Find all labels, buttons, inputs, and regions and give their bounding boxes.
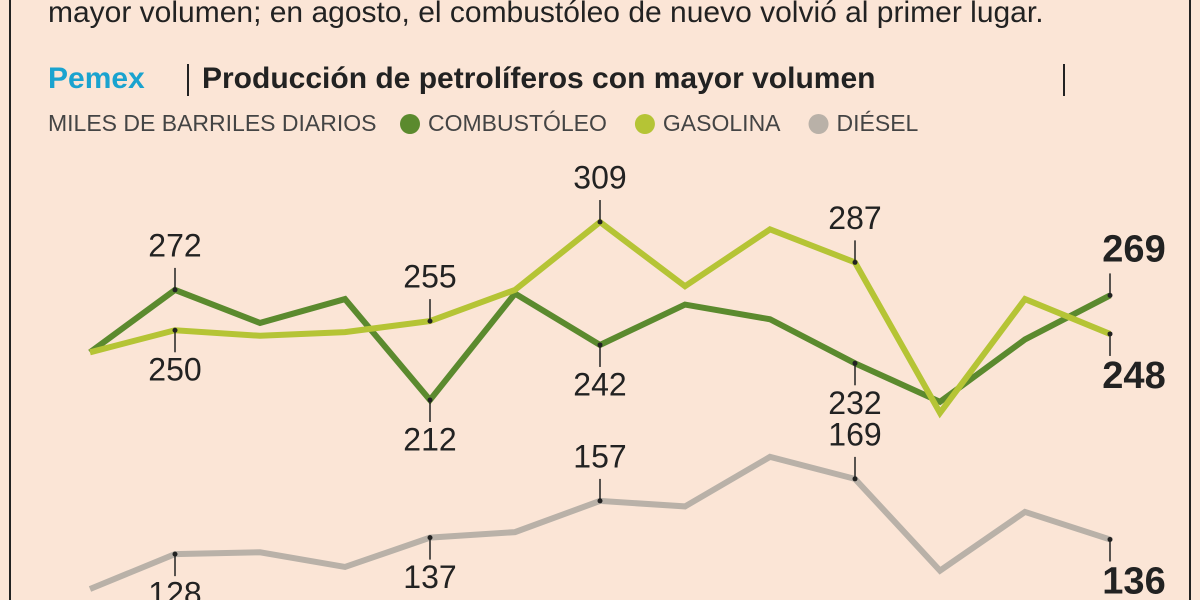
source: Pemex xyxy=(48,62,145,95)
legend-marker xyxy=(634,114,655,134)
value-label: 242 xyxy=(573,366,626,402)
legend-marker xyxy=(808,114,829,134)
point-dot xyxy=(852,259,858,265)
value-label: 250 xyxy=(148,352,201,388)
value-label: 287 xyxy=(828,200,881,236)
end-value-label: 248 xyxy=(1102,355,1165,397)
intro-text: mayor volumen; en agosto, el combustóleo… xyxy=(48,0,1044,29)
point-dot xyxy=(597,498,603,504)
point-dot xyxy=(427,318,433,324)
point-dot xyxy=(172,287,178,293)
value-label: 309 xyxy=(573,159,626,195)
end-value-label: 269 xyxy=(1102,228,1165,270)
point-dot xyxy=(852,360,858,366)
point-dot xyxy=(1107,292,1113,298)
value-label: 169 xyxy=(828,416,881,452)
value-label: 232 xyxy=(828,385,881,421)
point-dot xyxy=(597,219,603,225)
point-dot xyxy=(1107,331,1113,337)
point-dot xyxy=(597,342,603,348)
legend-label: GASOLINA xyxy=(663,110,781,136)
point-dot xyxy=(852,476,858,482)
value-label: 272 xyxy=(148,227,201,263)
point-dot xyxy=(1107,536,1113,542)
legend-label: COMBUSTÓLEO xyxy=(428,110,607,136)
value-label: 255 xyxy=(403,259,456,295)
chart-title: Producción de petrolíferos con mayor vol… xyxy=(202,62,875,95)
point-dot xyxy=(427,535,433,541)
point-dot xyxy=(172,327,178,333)
point-dot xyxy=(172,551,178,557)
value-label: 212 xyxy=(403,421,456,457)
value-label: 128 xyxy=(148,576,201,600)
legend-label: DIÉSEL xyxy=(837,110,919,136)
y-axis-label: MILES DE BARRILES DIARIOS xyxy=(48,110,376,136)
value-label: 137 xyxy=(403,559,456,595)
end-value-label: 136 xyxy=(1102,560,1165,600)
legend-marker xyxy=(400,114,420,134)
point-dot xyxy=(427,397,433,403)
value-label: 157 xyxy=(573,438,626,474)
